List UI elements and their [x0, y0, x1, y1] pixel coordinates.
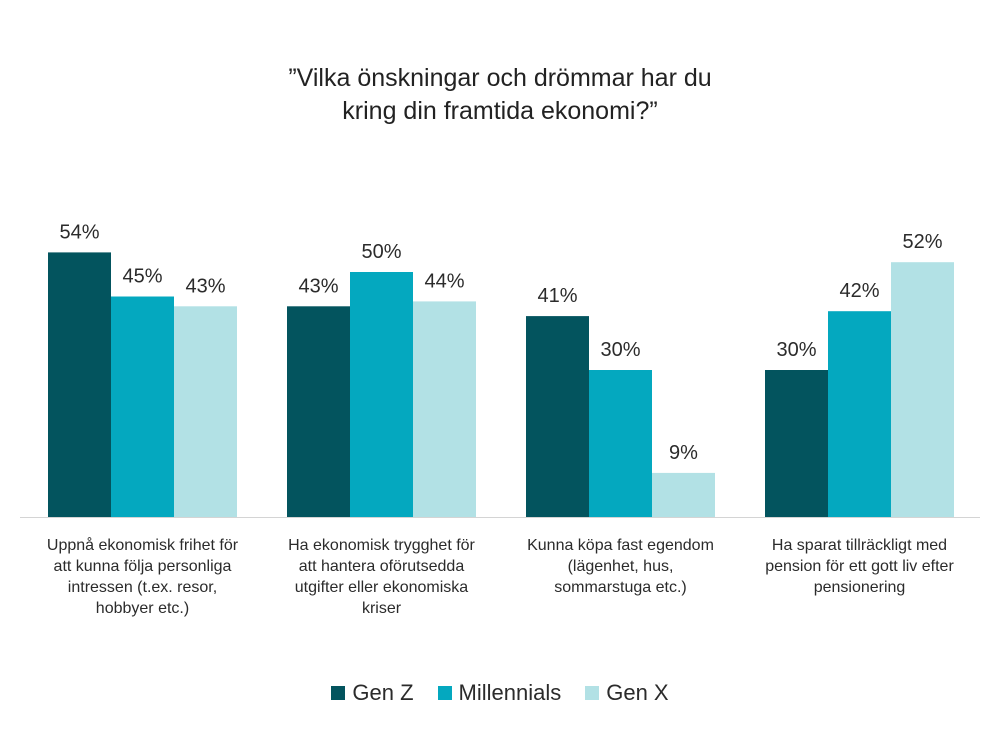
- legend-swatch-gen-x: [585, 686, 600, 700]
- bar-millennials-2: [350, 272, 413, 517]
- data-label-gen-z-3: 41%: [537, 285, 577, 307]
- category-label-1-line-1: Uppnå ekonomisk frihet för: [46, 537, 239, 554]
- bar-gen-x-3: [652, 472, 715, 517]
- bar-gen-x-2: [413, 301, 476, 517]
- data-label-millennials-3: 30%: [600, 339, 640, 361]
- data-label-gen-z-4: 30%: [776, 339, 816, 361]
- legend: Gen Z Millennials Gen X: [0, 680, 1000, 706]
- category-label-3-line-3: sommarstuga etc.): [554, 579, 687, 596]
- category-label-1-line-2: att kunna följa personliga: [53, 558, 232, 575]
- legend-item-gen-x: Gen X: [585, 680, 669, 706]
- data-label-gen-x-4: 52%: [902, 231, 942, 253]
- bar-gen-x-1: [174, 306, 237, 517]
- legend-label-gen-x: Gen X: [606, 680, 669, 705]
- category-label-2-line-4: kriser: [361, 600, 402, 617]
- data-label-millennials-4: 42%: [839, 280, 879, 302]
- bar-gen-z-4: [765, 370, 828, 517]
- bar-millennials-1: [111, 296, 174, 517]
- category-label-1-line-3: intressen (t.ex. resor,: [67, 579, 218, 596]
- chart-title-line-1: ”Vilka önskningar och drömmar har du: [288, 64, 712, 92]
- bar-millennials-3: [589, 370, 652, 517]
- chart-title-line-2: kring din framtida ekonomi?”: [342, 97, 658, 125]
- bar-gen-x-4: [891, 262, 954, 517]
- legend-swatch-gen-z: [331, 686, 346, 700]
- category-label-4: Ha sparat tillräckligt med pension för et…: [740, 535, 980, 598]
- data-label-millennials-2: 50%: [361, 241, 401, 263]
- legend-label-gen-z: Gen Z: [352, 680, 414, 705]
- bar-millennials-4: [828, 311, 891, 517]
- category-label-3-line-1: Kunna köpa fast egendom: [527, 537, 714, 554]
- legend-item-gen-z: Gen Z: [331, 680, 414, 706]
- category-label-1: Uppnå ekonomisk frihet för att kunna följ…: [23, 535, 263, 619]
- legend-swatch-millennials: [437, 686, 452, 700]
- category-label-2: Ha ekonomisk trygghet för att hantera ofö…: [262, 535, 502, 619]
- data-label-gen-z-1: 54%: [59, 221, 99, 243]
- data-label-gen-z-2: 43%: [298, 275, 338, 297]
- bar-gen-z-3: [526, 316, 589, 517]
- chart-title: ”Vilka önskningar och drömmar har du kri…: [0, 62, 1000, 128]
- category-label-4-line-1: Ha sparat tillräckligt med: [771, 537, 948, 554]
- legend-item-millennials: Millennials: [437, 680, 562, 706]
- category-label-2-line-2: att hantera oförutsedda: [298, 558, 465, 575]
- data-label-gen-x-1: 43%: [185, 275, 225, 297]
- data-label-millennials-1: 45%: [122, 266, 162, 288]
- legend-label-millennials: Millennials: [458, 680, 562, 705]
- bar-gen-z-2: [287, 306, 350, 517]
- category-label-3-line-2: (lägenhet, hus,: [567, 558, 674, 575]
- category-label-1-line-4: hobbyer etc.): [95, 600, 190, 617]
- data-label-gen-x-3: 9%: [669, 442, 698, 464]
- category-label-2-line-3: utgifter eller ekonomiska: [294, 579, 469, 596]
- bar-gen-z-1: [48, 252, 111, 517]
- category-label-4-line-2: pension för ett gott liv efter: [765, 558, 954, 575]
- category-label-2-line-1: Ha ekonomisk trygghet för: [288, 537, 475, 554]
- category-label-4-line-3: pensionering: [813, 579, 906, 596]
- category-label-3: Kunna köpa fast egendom (lägenhet, hus, so…: [501, 535, 741, 598]
- data-label-gen-x-2: 44%: [424, 270, 464, 292]
